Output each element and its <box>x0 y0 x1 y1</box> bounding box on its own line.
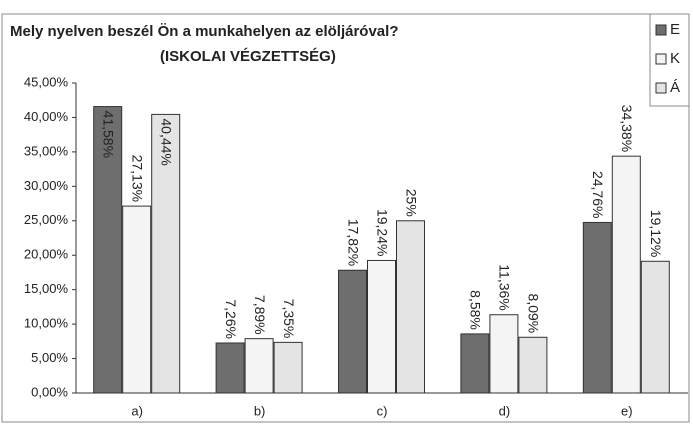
y-tick-label: 35,00% <box>24 143 69 158</box>
bar <box>244 338 274 394</box>
y-tick-label: 15,00% <box>24 281 69 296</box>
y-tick-label: 5,00% <box>31 350 68 365</box>
bar <box>460 333 490 394</box>
value-label: 7,35% <box>281 299 297 339</box>
bar <box>367 259 396 394</box>
value-label: 7,89% <box>252 295 268 335</box>
value-label: 8,09% <box>526 294 542 334</box>
x-tick-label: a) <box>131 403 143 418</box>
y-tick-label: 40,00% <box>24 109 69 124</box>
x-tick-label: b) <box>254 403 266 418</box>
y-tick-label: 0,00% <box>31 384 68 399</box>
x-tick-label: c) <box>377 403 388 418</box>
y-tick-label: 20,00% <box>24 247 69 262</box>
bar <box>489 314 519 394</box>
x-tick-label: d) <box>499 403 511 418</box>
bar <box>396 220 425 394</box>
value-label: 17,82% <box>345 219 361 266</box>
legend-swatch <box>655 24 667 36</box>
chart-subtitle: (ISKOLAI VÉGZETTSÉG) <box>160 48 336 65</box>
legend-swatch <box>655 53 667 65</box>
bar <box>215 342 245 394</box>
y-tick-label: 30,00% <box>24 178 69 193</box>
bar <box>582 221 612 394</box>
chart-title: Mely nyelven beszél Ön a munkahelyen az … <box>10 23 398 40</box>
x-tick-label: e) <box>621 403 633 418</box>
chart-frame <box>1 13 690 423</box>
value-label: 24,76% <box>590 171 606 218</box>
value-label: 19,24% <box>374 209 390 256</box>
legend-label: K <box>670 50 680 67</box>
value-label: 8,58% <box>468 290 484 330</box>
legend-label: E <box>670 21 680 38</box>
value-label: 19,12% <box>648 210 664 257</box>
value-label: 25% <box>403 189 419 217</box>
bar <box>151 113 181 394</box>
bar <box>93 106 123 394</box>
legend-label: Á <box>670 79 680 96</box>
value-label: 27,13% <box>129 155 145 202</box>
bar <box>273 341 303 394</box>
bar <box>518 336 548 394</box>
bar <box>640 260 670 394</box>
value-label: 34,38% <box>619 105 635 152</box>
bar <box>338 269 367 394</box>
value-label: 7,26% <box>223 299 239 339</box>
legend-swatch <box>655 82 667 94</box>
value-label: 40,44% <box>158 118 174 165</box>
value-label: 41,58% <box>100 111 116 158</box>
y-tick-label: 45,00% <box>24 74 69 89</box>
y-tick-label: 25,00% <box>24 212 69 227</box>
bar <box>122 205 152 394</box>
y-tick-label: 10,00% <box>24 316 69 331</box>
value-label: 11,36% <box>497 264 513 310</box>
bar <box>611 155 641 394</box>
